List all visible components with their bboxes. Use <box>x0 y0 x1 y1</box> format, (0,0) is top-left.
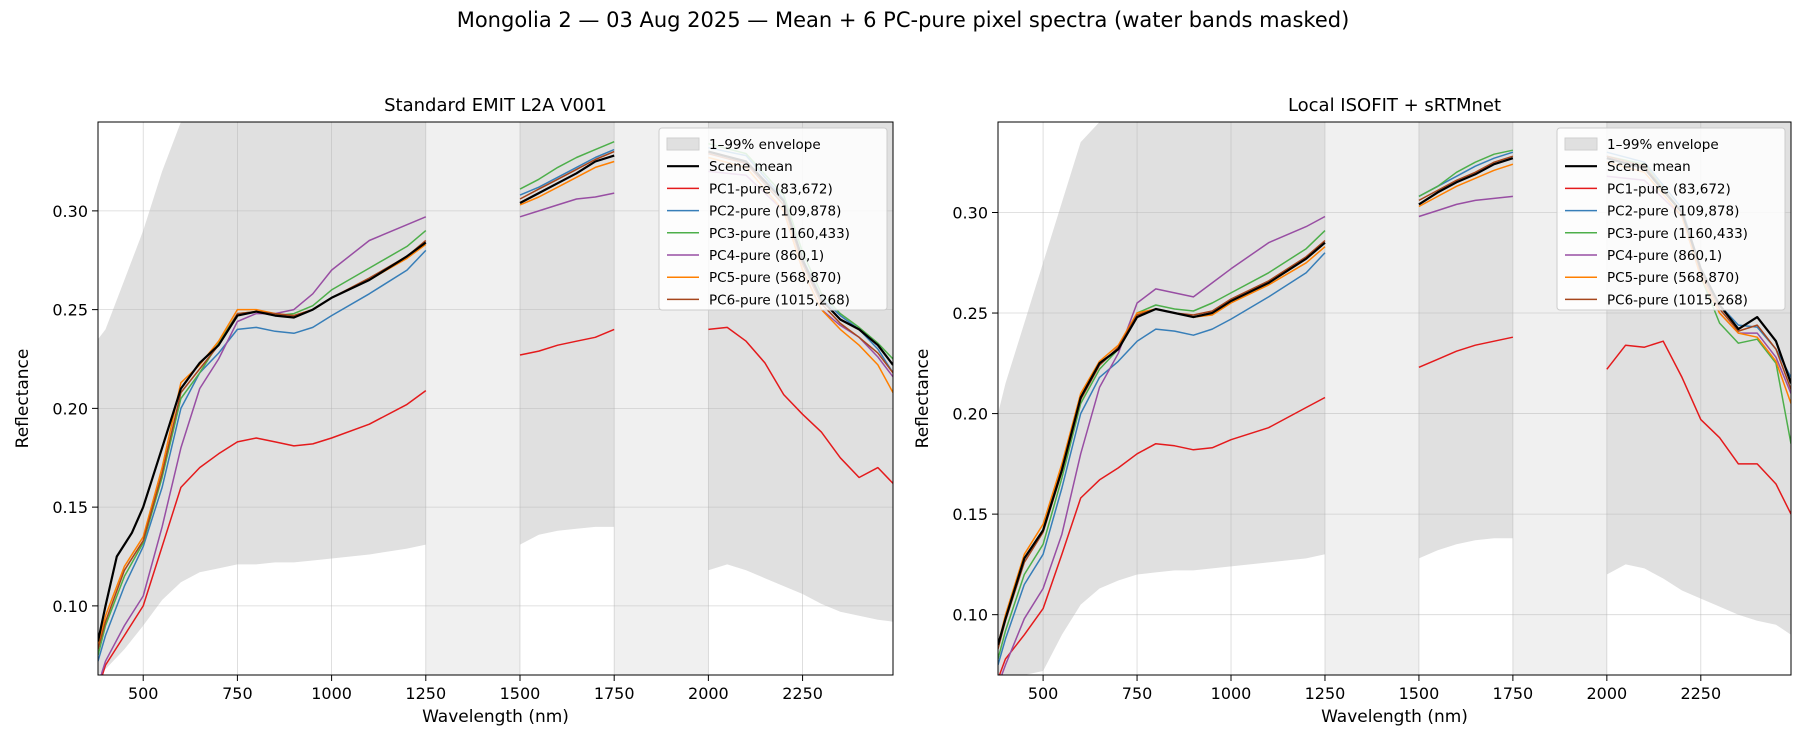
x-tick-label: 1000 <box>1211 684 1252 703</box>
series-line-segment <box>98 241 427 642</box>
x-axis-label: Wavelength (nm) <box>1321 707 1468 727</box>
series-line-segment <box>1606 340 1791 515</box>
legend: 1–99% envelope Scene mean PC1-pure (83,672… <box>658 127 888 311</box>
chart-panel-2: 500 750 1000 1250 1500 1750 2000 2250 0.10 0.15 0.… <box>913 95 1792 727</box>
legend-label-series: PC5-pure (568,870) <box>1607 270 1739 286</box>
legend-label-series: PC2-pure (109,878) <box>709 204 841 220</box>
series-line-segment <box>998 240 1326 650</box>
series-line-segment <box>1000 215 1326 675</box>
x-tick-label: 1250 <box>405 684 446 703</box>
y-tick-label: 0.10 <box>52 597 88 616</box>
x-tick-label: 1500 <box>1399 684 1440 703</box>
axes-frame <box>997 121 1792 676</box>
x-tick-label: 2250 <box>782 684 823 703</box>
y-tick-label: 0.20 <box>952 405 988 424</box>
x-tick-label: 750 <box>222 684 253 703</box>
y-tick-label: 0.15 <box>52 498 88 517</box>
series-line-segment <box>708 326 893 484</box>
series-line-segment <box>1418 163 1514 208</box>
series-line-segment <box>519 150 615 200</box>
legend-label-envelope: 1–99% envelope <box>1607 137 1719 153</box>
legend-swatch-envelope <box>1564 137 1598 151</box>
y-tick-label: 0.15 <box>952 505 988 524</box>
series-line-segment <box>1418 157 1514 206</box>
series-line-segment <box>1418 149 1514 198</box>
legend-box <box>658 127 888 311</box>
legend-label-series: PC5-pure (568,870) <box>709 270 841 286</box>
legend-label-series: PC4-pure (860,1) <box>1607 248 1722 264</box>
legend-label-series: PC1-pure (83,672) <box>1607 181 1731 197</box>
series-line-segment <box>519 192 615 218</box>
x-tick-label: 2000 <box>688 684 729 703</box>
series-line-segment <box>98 249 427 662</box>
series-line-segment <box>998 252 1326 666</box>
y-tick-label: 0.10 <box>952 606 988 625</box>
legend-label-series: PC4-pure (860,1) <box>709 248 824 264</box>
y-tick-label: 0.25 <box>952 304 988 323</box>
y-tick-label: 0.30 <box>952 203 988 222</box>
series-line-segment <box>998 241 1326 646</box>
x-tick-label: 2250 <box>1680 684 1721 703</box>
x-tick-label: 1750 <box>1493 684 1534 703</box>
x-tick-label: 1250 <box>1305 684 1346 703</box>
series-line-segment <box>519 328 615 356</box>
masked-water-band-1 <box>1324 122 1419 675</box>
series-line-segment <box>998 396 1326 675</box>
legend-label-series: Scene mean <box>709 159 793 175</box>
legend-label-series: PC3-pure (1160,433) <box>709 226 850 242</box>
legend-label-series: PC2-pure (109,878) <box>1607 204 1739 220</box>
y-tick-label: 0.20 <box>52 399 88 418</box>
y-tick-label: 0.30 <box>52 202 88 221</box>
x-tick-label: 500 <box>1028 684 1059 703</box>
legend-label-series: PC1-pure (83,672) <box>709 181 833 197</box>
series-line-segment <box>1418 336 1514 368</box>
y-axis-label: Reflectance <box>913 349 933 449</box>
x-tick-label: 2000 <box>1586 684 1627 703</box>
legend-label-series: PC6-pure (1015,268) <box>709 292 850 308</box>
x-tick-label: 750 <box>1122 684 1153 703</box>
series-line-segment <box>519 148 615 196</box>
legend-swatch-envelope <box>666 137 700 151</box>
x-tick-label: 500 <box>128 684 159 703</box>
y-axis-label: Reflectance <box>13 349 33 449</box>
x-tick-label: 1500 <box>500 684 541 703</box>
chart-title: Standard EMIT L2A V001 <box>384 95 607 116</box>
legend-label-series: Scene mean <box>1607 159 1691 175</box>
series-line-segment <box>101 389 427 675</box>
series-1 <box>101 326 893 675</box>
x-tick-label: 1000 <box>311 684 352 703</box>
series-line-segment <box>100 216 427 675</box>
legend-label-series: PC6-pure (1015,268) <box>1607 292 1748 308</box>
series-line-segment <box>1418 195 1513 218</box>
x-tick-label: 1750 <box>594 684 635 703</box>
series-line-segment <box>519 154 615 204</box>
x-axis-label: Wavelength (nm) <box>422 707 569 727</box>
legend-label-series: PC3-pure (1160,433) <box>1607 226 1748 242</box>
legend-box <box>1556 127 1786 311</box>
figure-title: Mongolia 2 — 03 Aug 2025 — Mean + 6 PC-p… <box>456 8 1350 32</box>
y-tick-label: 0.25 <box>52 301 88 320</box>
masked-water-band-1 <box>425 122 520 675</box>
series-line-segment <box>519 141 615 190</box>
chart-panel-1: 500 750 1000 1250 1500 1750 2000 2250 0.10 0.15 0.… <box>13 95 894 727</box>
legend-label-envelope: 1–99% envelope <box>709 137 821 153</box>
chart-title: Local ISOFIT + sRTMnet <box>1288 95 1501 116</box>
series-1 <box>998 336 1791 675</box>
series-line-segment <box>998 246 1326 645</box>
series-line-segment <box>1418 155 1514 202</box>
legend: 1–99% envelope Scene mean PC1-pure (83,672… <box>1556 127 1786 311</box>
series-line-segment <box>519 160 615 206</box>
axes-frame <box>97 121 894 676</box>
